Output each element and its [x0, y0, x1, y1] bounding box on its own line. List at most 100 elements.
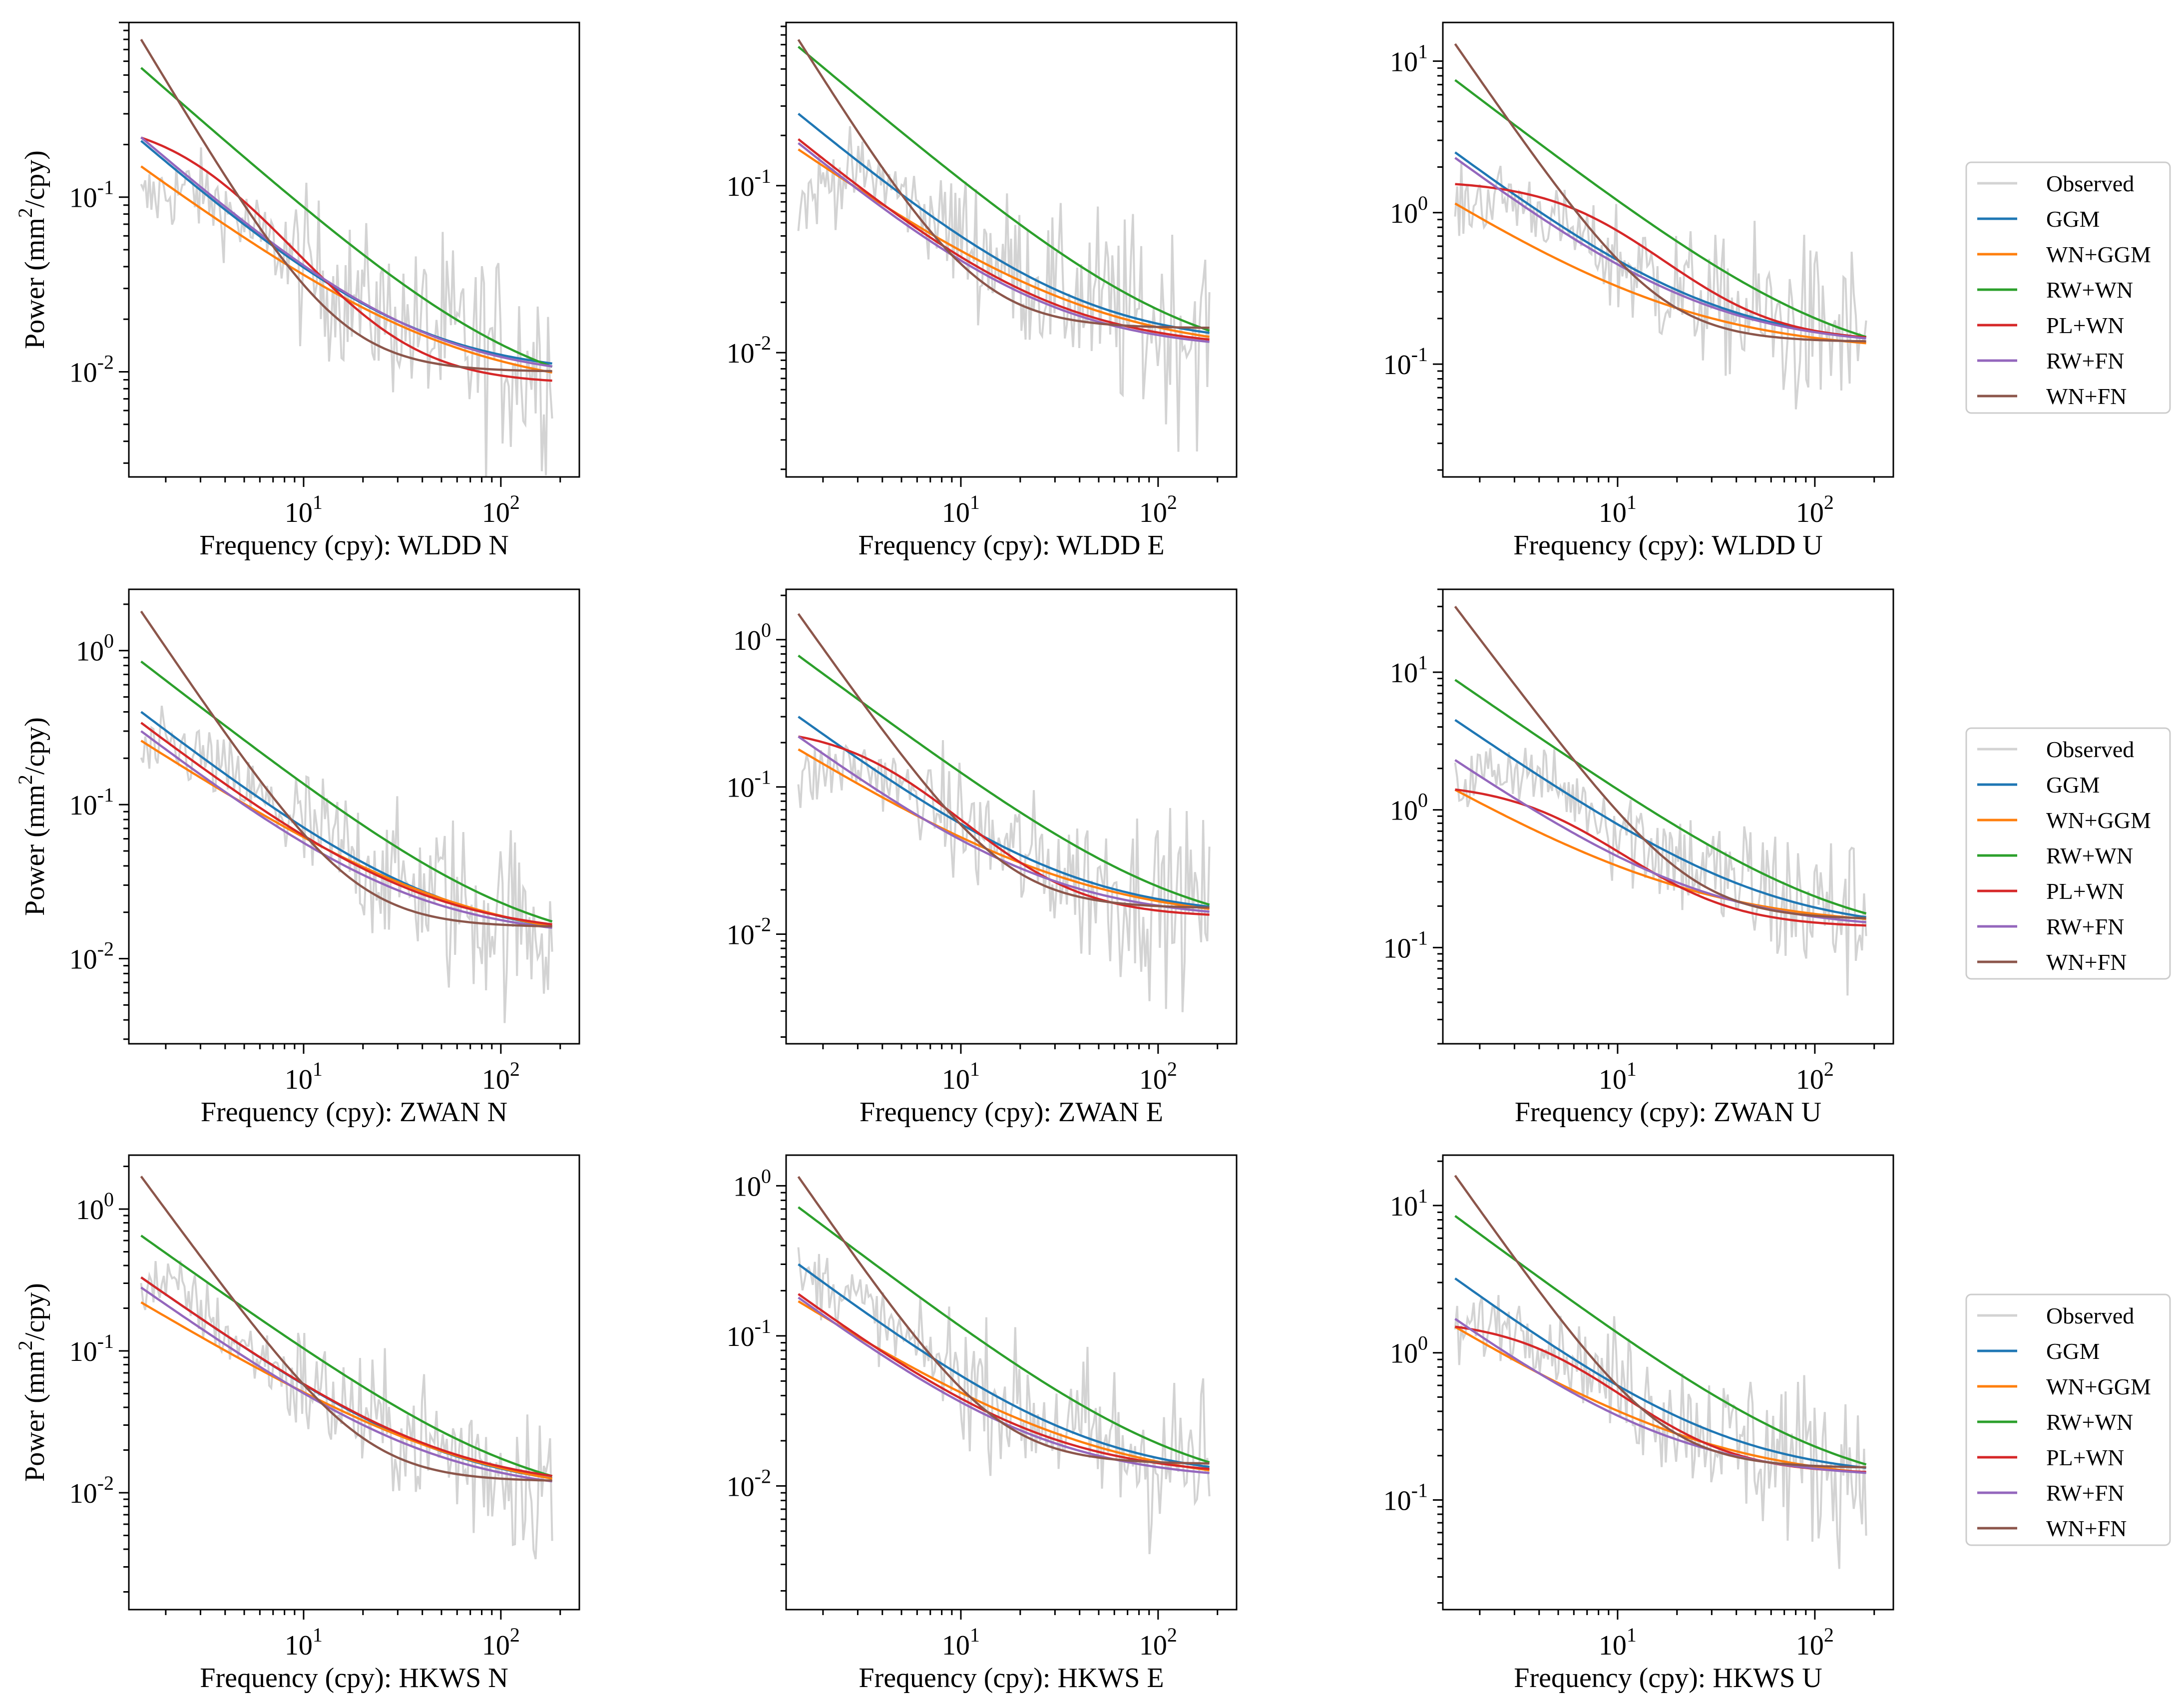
series-rw-wn — [798, 654, 1210, 906]
legend-entry: Observed — [2046, 737, 2134, 762]
series-rw-wn — [1454, 679, 1867, 915]
legend-entry: RW+WN — [2046, 1409, 2133, 1435]
y-tick-label: 100 — [1390, 789, 1428, 827]
x-tick-label: 102 — [1139, 491, 1177, 528]
legend-entry: PL+WN — [2046, 313, 2124, 338]
y-axis-title: Power (mm2/cpy) — [14, 1283, 50, 1482]
axes-frame — [128, 588, 580, 1045]
panel-7: 101 102 10-2 10-1 100 Frequency (cpy): HKWS N… — [14, 1154, 580, 1694]
axes-frame — [1442, 1154, 1894, 1611]
legend-entry: RW+FN — [2046, 914, 2124, 939]
series-rw-fn — [798, 735, 1210, 913]
legend-entry: RW+WN — [2046, 277, 2133, 303]
y-tick-label: 100 — [1390, 192, 1428, 229]
series-wn-fn — [140, 38, 552, 373]
legend-entry: WN+GGM — [2046, 242, 2151, 267]
y-tick-label: 10-1 — [727, 1315, 771, 1352]
legend-entry: WN+FN — [2046, 384, 2127, 409]
series-rw-fn — [798, 142, 1210, 343]
series-rw-fn — [140, 730, 552, 929]
x-tick-label: 101 — [942, 1058, 980, 1095]
series-ggm — [140, 1276, 552, 1480]
legend-entry: PL+WN — [2046, 878, 2124, 904]
plot-area — [1454, 43, 1867, 410]
plot-area — [1454, 1175, 1867, 1569]
series-wn-ggm — [798, 748, 1210, 910]
x-axis-title: Frequency (cpy): WLDD U — [1513, 530, 1822, 561]
series-observed — [797, 740, 1211, 1012]
series-wn-fn — [797, 613, 1210, 909]
x-axis-title: Frequency (cpy): HKWS E — [859, 1663, 1164, 1694]
series-pl-wn — [140, 722, 552, 926]
legend-entry: Observed — [2046, 171, 2134, 196]
x-tick-label: 101 — [1599, 1624, 1637, 1661]
panel-2: 101 102 10-2 10-1 Frequency (cpy): WLDD E — [727, 21, 1238, 561]
series-wn-ggm — [798, 148, 1210, 338]
legend-entry: Observed — [2046, 1303, 2134, 1328]
plot-area — [797, 39, 1211, 452]
series-rw-wn — [140, 67, 553, 368]
axes-frame — [1442, 21, 1894, 478]
y-tick-label: 10-1 — [1383, 926, 1428, 964]
y-tick-label: 100 — [76, 630, 114, 667]
y-tick-label: 10-2 — [69, 351, 114, 388]
x-tick-label: 102 — [482, 491, 520, 528]
y-tick-label: 10-1 — [727, 165, 771, 202]
series-rw-wn — [1454, 79, 1867, 338]
plot-area — [140, 38, 553, 477]
series-ggm — [798, 1263, 1210, 1468]
x-tick-label: 102 — [1796, 1058, 1834, 1095]
legend-box — [1965, 1293, 2171, 1546]
series-observed — [140, 147, 553, 477]
legend-row-1: Observed GGM WN+GGM RW+WN PL+WN RW+FN WN+FN — [1965, 161, 2171, 414]
x-tick-label: 102 — [1139, 1058, 1177, 1095]
series-rw-wn — [798, 1206, 1210, 1464]
legend-entry: WN+GGM — [2046, 808, 2151, 833]
axes-frame — [785, 21, 1238, 478]
series-rw-fn — [1454, 157, 1866, 340]
series-pl-wn — [140, 136, 552, 382]
series-wn-fn — [797, 39, 1210, 329]
series-rw-fn — [140, 136, 552, 368]
y-tick-label: 10-1 — [727, 766, 771, 804]
series-pl-wn — [1455, 183, 1866, 339]
y-tick-label: 10-1 — [69, 784, 114, 821]
y-tick-label: 101 — [1390, 40, 1428, 77]
legend-box — [1965, 161, 2171, 414]
y-tick-label: 10-2 — [69, 938, 114, 975]
series-wn-fn — [1454, 606, 1866, 919]
x-axis-title: Frequency (cpy): ZWAN E — [860, 1097, 1163, 1128]
y-tick-label: 10-2 — [727, 913, 771, 950]
series-rw-fn — [798, 1296, 1210, 1474]
series-observed — [797, 126, 1211, 452]
y-tick-label: 100 — [76, 1188, 114, 1226]
series-observed — [1454, 1295, 1867, 1569]
axes-frame — [785, 1154, 1238, 1611]
y-tick-label: 100 — [1390, 1332, 1428, 1369]
series-wn-ggm — [1454, 789, 1866, 920]
x-axis-title: Frequency (cpy): WLDD E — [858, 530, 1164, 561]
legend-entry: RW+FN — [2046, 1480, 2124, 1506]
x-tick-label: 102 — [1139, 1624, 1177, 1661]
series-wn-fn — [1454, 43, 1866, 343]
x-axis-title: Frequency (cpy): WLDD N — [199, 530, 508, 561]
axes-frame — [785, 588, 1238, 1045]
y-tick-label: 10-1 — [69, 1330, 114, 1367]
panel-5: 101 102 10-2 10-1 100 Frequency (cpy): ZWAN E — [727, 588, 1238, 1128]
series-rw-fn — [1454, 759, 1866, 923]
legend-entry: WN+FN — [2046, 949, 2127, 975]
y-tick-label: 10-1 — [1383, 343, 1428, 381]
y-tick-label: 10-1 — [1383, 1479, 1428, 1516]
panel-4: 101 102 10-2 10-1 100 Frequency (cpy): ZWAN N… — [14, 588, 580, 1128]
plot-area — [140, 1176, 553, 1560]
legend-entry: PL+WN — [2046, 1445, 2124, 1470]
y-axis-title: Power (mm2/cpy) — [14, 150, 50, 349]
series-ggm — [1454, 719, 1866, 918]
panel-8: 101 102 10-2 10-1 100 Frequency (cpy): HKWS E — [727, 1154, 1238, 1694]
x-tick-label: 102 — [482, 1058, 520, 1095]
series-pl-wn — [140, 1276, 552, 1477]
y-tick-label: 10-2 — [727, 1465, 771, 1502]
